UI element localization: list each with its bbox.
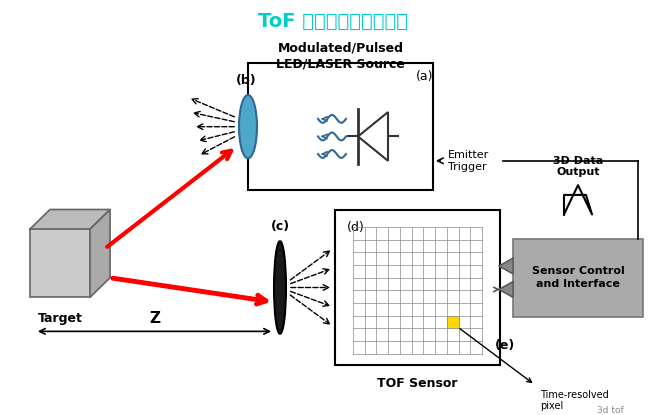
Polygon shape [90,210,110,297]
Text: ToF 模组工作原理示意图: ToF 模组工作原理示意图 [258,12,408,31]
Polygon shape [499,258,513,274]
Bar [513,239,643,317]
Text: (d): (d) [347,221,365,234]
Text: LED/LASER Source: LED/LASER Source [276,58,405,71]
Ellipse shape [239,95,257,159]
Text: Time-resolved
pixel: Time-resolved pixel [540,390,609,411]
Bar [30,229,90,297]
Bar [447,316,458,328]
Polygon shape [30,210,110,229]
Text: 3d tof: 3d tof [597,406,624,415]
Polygon shape [564,185,592,215]
Text: Target: Target [37,312,83,325]
Text: 3D Data
Output: 3D Data Output [553,156,603,177]
Text: Sensor Control
and Interface: Sensor Control and Interface [532,266,624,289]
Bar [335,210,500,366]
Text: Modulated/Pulsed: Modulated/Pulsed [277,42,404,55]
Ellipse shape [274,241,286,334]
Text: TOF Sensor: TOF Sensor [378,377,458,390]
Text: (a): (a) [416,71,434,83]
Text: (b): (b) [235,74,256,87]
Polygon shape [499,282,513,297]
Text: Emitter
Trigger: Emitter Trigger [448,150,490,172]
Text: (e): (e) [495,339,515,352]
Text: (c): (c) [270,220,289,233]
Bar [248,63,433,190]
Text: Z: Z [149,310,160,325]
